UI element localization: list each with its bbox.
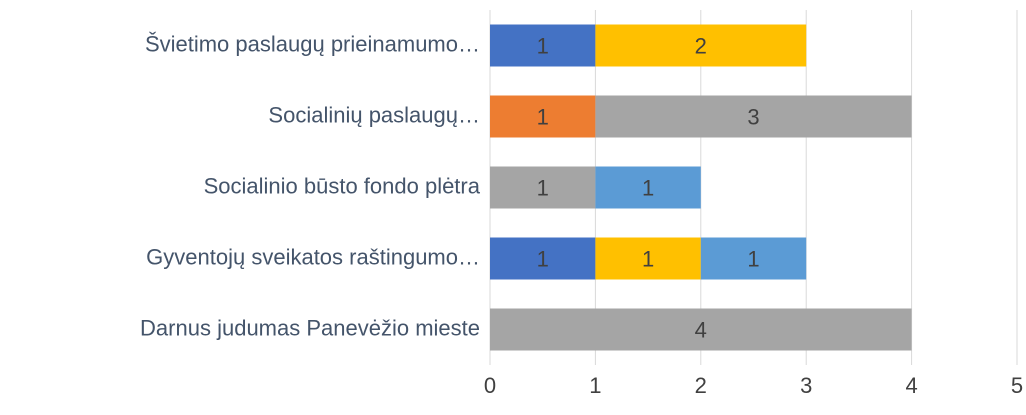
data-label: 3 — [747, 104, 759, 129]
bar-segment — [595, 237, 701, 280]
category-label: Švietimo paslaugų prieinamumo… — [145, 31, 480, 56]
x-tick-label: 5 — [1011, 373, 1023, 398]
data-label: 4 — [695, 317, 707, 342]
data-label: 1 — [642, 175, 654, 200]
data-label: 1 — [537, 33, 549, 58]
x-tick-label: 4 — [905, 373, 917, 398]
data-label: 1 — [537, 175, 549, 200]
category-label: Darnus judumas Panevėžio mieste — [140, 315, 480, 340]
bar-segment — [490, 308, 912, 351]
data-label: 1 — [537, 246, 549, 271]
data-label: 2 — [695, 33, 707, 58]
x-tick-label: 1 — [589, 373, 601, 398]
category-label: Socialinio būsto fondo plėtra — [204, 173, 481, 198]
data-label: 1 — [642, 246, 654, 271]
bar-segment — [490, 166, 596, 209]
bar-segment — [595, 95, 912, 138]
bar-segment — [595, 24, 807, 67]
x-tick-label: 3 — [800, 373, 812, 398]
bar-segment — [490, 24, 596, 67]
data-label: 1 — [537, 104, 549, 129]
data-label: 1 — [747, 246, 759, 271]
category-label: Socialinių paslaugų… — [268, 102, 480, 127]
bar-segment — [595, 166, 701, 209]
bar-segment — [490, 237, 596, 280]
bar-segment — [490, 95, 596, 138]
bar-segment — [700, 237, 807, 280]
category-label: Gyventojų sveikatos raštingumo… — [146, 244, 480, 269]
x-tick-label: 0 — [484, 373, 496, 398]
x-tick-label: 2 — [695, 373, 707, 398]
